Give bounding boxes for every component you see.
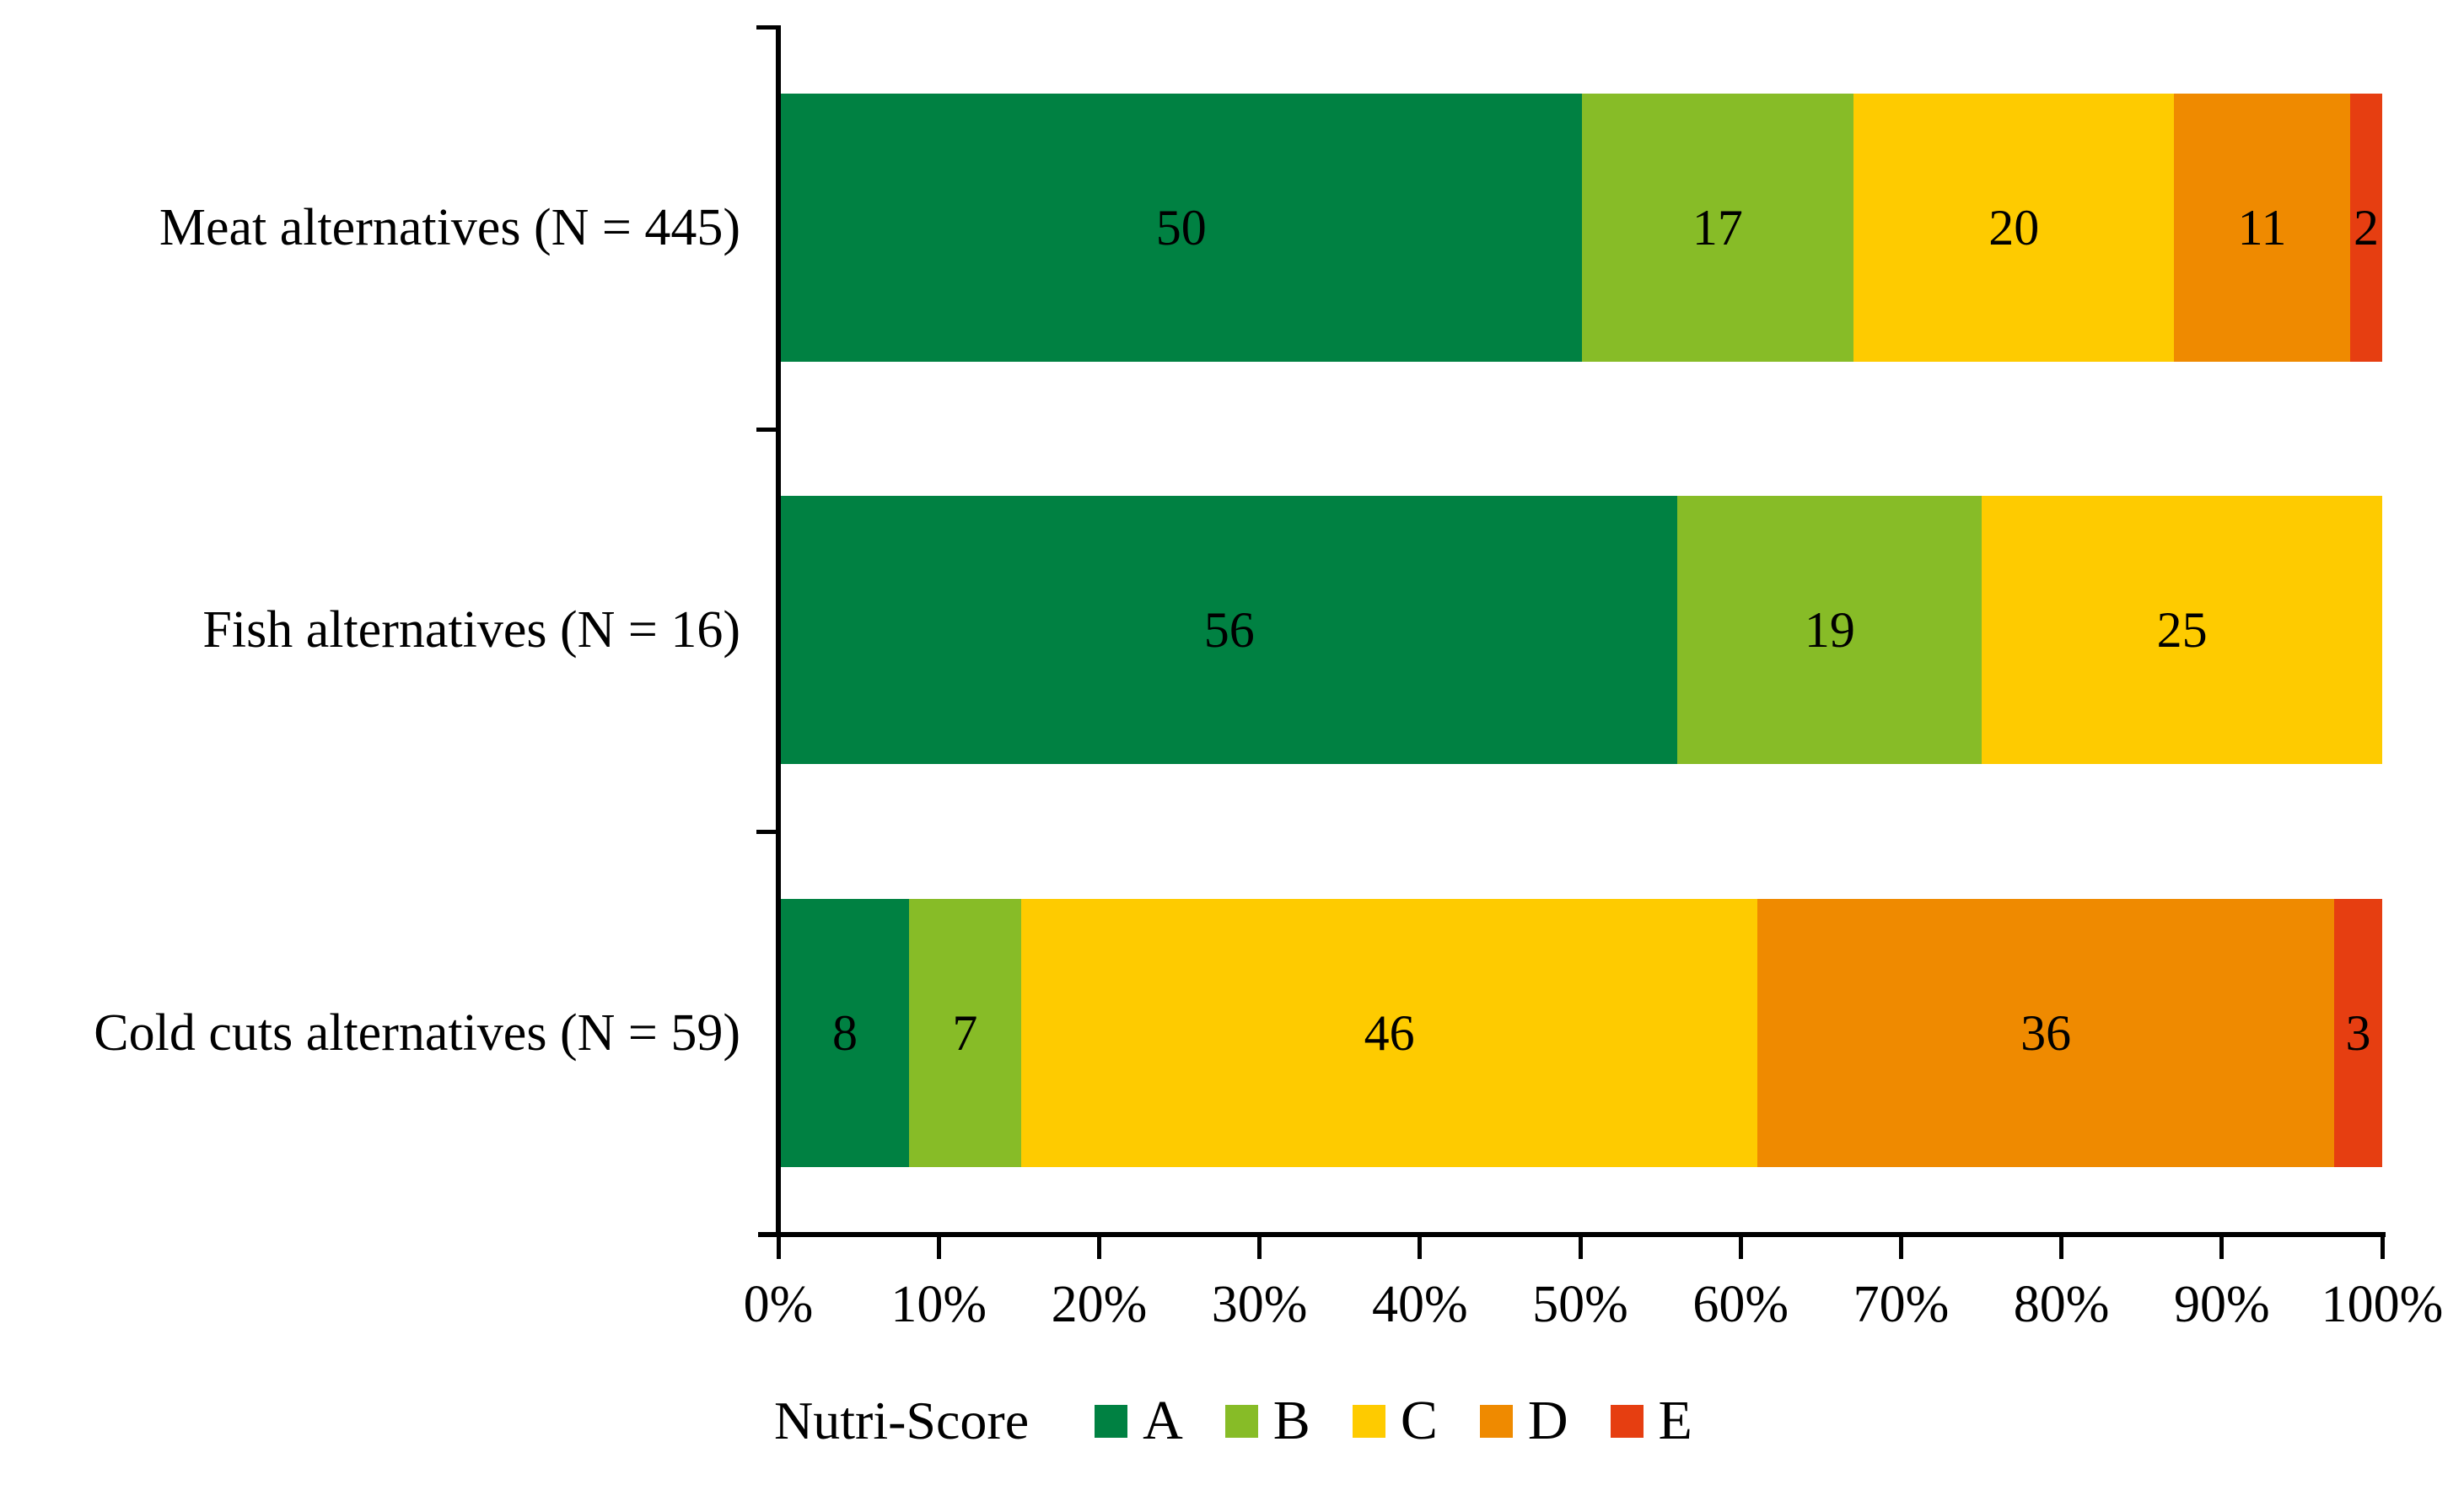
bar-value-label: 17 [1692,200,1743,256]
legend-swatch-c [1352,1404,1385,1438]
bar-value-label: 36 [2020,1005,2072,1061]
x-axis-tick [1418,1237,1423,1259]
bar-segment-b: 7 [908,899,1021,1167]
legend-item-c: C [1352,1390,1438,1451]
x-axis-tick [1257,1237,1262,1259]
x-axis-tick [2380,1237,2385,1259]
x-axis-tick-label: 90% [2173,1276,2270,1333]
category-label: Cold cuts alternatives (N = 59) [94,1004,740,1062]
bar-segment-c: 25 [1982,496,2382,764]
x-axis-tick-label: 30% [1211,1276,1308,1333]
legend-label: D [1527,1390,1568,1451]
bar-segment-c: 20 [1853,94,2175,362]
bar-value-label: 7 [952,1005,978,1061]
legend-label: C [1400,1390,1438,1451]
legend-swatch-d [1479,1404,1513,1438]
bar-segment-d: 11 [2174,94,2350,362]
bar-segment-a: 56 [781,496,1678,764]
x-axis-tick-label: 50% [1532,1276,1628,1333]
x-axis-tick [2059,1237,2064,1259]
x-axis-tick-label: 0% [743,1276,814,1333]
bar-value-label: 46 [1364,1005,1415,1061]
bar-segment-c: 46 [1020,899,1758,1167]
bar-value-label: 11 [2237,200,2287,256]
bar-segment-e: 2 [2350,94,2382,362]
x-axis-line [758,1232,2386,1237]
bar-value-label: 8 [831,1005,858,1061]
legend-item-b: B [1224,1390,1310,1451]
bar-value-label: 2 [2353,200,2379,256]
x-axis-tick [1578,1237,1583,1259]
stacked-bar-1: 50 17 20 11 2 [781,94,2382,362]
legend-label: E [1658,1390,1692,1451]
x-axis-tick [1898,1237,1903,1259]
x-axis-tick [776,1237,781,1259]
stacked-bar-2: 56 19 25 [781,496,2382,764]
category-label: Fish alternatives (N = 16) [202,601,740,659]
bar-value-label: 50 [1155,200,1207,256]
bar-value-label: 3 [2345,1005,2371,1061]
x-axis-tick-label: 80% [2013,1276,2110,1333]
legend-swatch-b [1224,1404,1258,1438]
bar-segment-a: 8 [781,899,909,1167]
legend-swatch-e [1610,1404,1644,1438]
legend-item-a: A [1095,1393,1183,1449]
legend-item-e: E [1610,1390,1692,1451]
y-axis-tick [756,830,778,834]
y-axis-line [776,25,781,1237]
bar-value-label: 56 [1203,602,1255,658]
bar-value-label: 25 [2156,602,2208,658]
x-axis-tick-label: 40% [1371,1276,1468,1333]
x-axis-tick [936,1237,941,1259]
x-axis-tick-label: 10% [890,1276,987,1333]
x-axis-tick [1738,1237,1743,1259]
bar-segment-e: 3 [2333,899,2382,1167]
bar-segment-b: 19 [1677,496,1982,764]
bar-segment-a: 50 [781,94,1582,362]
bar-value-label: 19 [1804,602,1855,658]
legend-item-d: D [1479,1390,1568,1451]
bar-value-label: 20 [1988,200,2040,256]
x-axis-tick-label: 20% [1051,1276,1148,1333]
legend-label: B [1272,1390,1310,1451]
x-axis-tick [1096,1237,1101,1259]
x-axis-tick-label: 60% [1692,1276,1789,1333]
legend-swatch-a [1095,1404,1128,1438]
y-axis-tick [756,25,778,30]
category-label: Meat alternatives (N = 445) [159,199,740,256]
legend-items: A B C D E [1095,1393,1735,1449]
bar-segment-b: 17 [1581,94,1854,362]
legend-title: Nutri-Score [774,1391,1030,1450]
y-axis-tick [756,428,778,432]
stacked-bar-3: 8 7 46 36 3 [781,899,2382,1167]
legend: Nutri-Score A B C D E [774,1393,1735,1449]
legend-label: A [1143,1390,1183,1451]
x-axis-tick [2219,1237,2225,1259]
x-axis-tick-label: 100% [2321,1276,2444,1333]
bar-segment-d: 36 [1757,899,2334,1167]
x-axis-tick-label: 70% [1853,1276,1950,1333]
